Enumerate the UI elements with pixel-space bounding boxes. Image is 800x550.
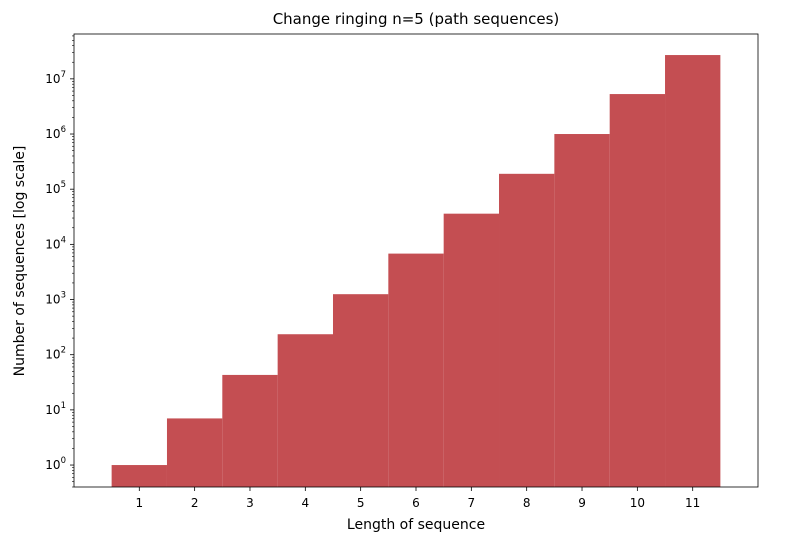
- y-tick-exponent: 0: [61, 456, 66, 466]
- y-tick-base: 10: [45, 182, 60, 196]
- x-tick-label-8: 8: [523, 496, 531, 510]
- y-tick-base: 10: [45, 458, 60, 472]
- y-tick-base: 10: [45, 348, 60, 362]
- y-tick-label-1e7: 107: [45, 70, 66, 86]
- x-axis-label: Length of sequence: [346, 517, 486, 533]
- y-tick-label-1e0: 100: [45, 456, 66, 472]
- bar-8: [499, 173, 555, 487]
- x-tick-label-10: 10: [630, 496, 645, 510]
- y-tick-exponent: 3: [61, 291, 66, 301]
- y-tick-base: 10: [45, 72, 60, 86]
- y-tick-exponent: 6: [61, 125, 66, 135]
- x-tick-label-3: 3: [246, 496, 254, 510]
- bar-2: [166, 418, 223, 487]
- x-tick-label-9: 9: [578, 496, 586, 510]
- x-tick-label-11: 11: [685, 496, 700, 510]
- y-tick-label-1e3: 103: [45, 291, 66, 307]
- y-tick-label-1e5: 105: [45, 180, 66, 196]
- chart-title: Change ringing n=5 (path sequences): [272, 10, 560, 28]
- x-tick-label-2: 2: [191, 496, 199, 510]
- y-tick-exponent: 1: [61, 401, 66, 411]
- bar-10: [609, 94, 666, 487]
- y-tick-exponent: 4: [61, 235, 66, 245]
- bar-5: [332, 294, 389, 487]
- bar-1: [111, 465, 167, 487]
- y-tick-base: 10: [45, 127, 60, 141]
- x-tick-label-5: 5: [357, 496, 365, 510]
- bar-6: [388, 253, 444, 487]
- y-tick-exponent: 2: [61, 346, 66, 356]
- y-tick-base: 10: [45, 293, 60, 307]
- y-tick-label-1e6: 106: [45, 125, 66, 141]
- y-tick-base: 10: [45, 237, 60, 251]
- y-tick-label-1e1: 101: [45, 401, 66, 417]
- bar-9: [554, 134, 610, 487]
- bar-4: [277, 334, 333, 487]
- y-tick-label-1e2: 102: [45, 346, 66, 362]
- bar-11: [665, 55, 721, 488]
- y-tick-label-1e4: 104: [45, 235, 66, 251]
- y-tick-exponent: 5: [61, 180, 66, 190]
- y-tick-base: 10: [45, 403, 60, 417]
- x-tick-label-6: 6: [412, 496, 420, 510]
- x-tick-label-1: 1: [135, 496, 143, 510]
- x-tick-label-4: 4: [302, 496, 310, 510]
- bar-3: [222, 374, 278, 487]
- x-tick-label-7: 7: [468, 496, 476, 510]
- y-tick-exponent: 7: [61, 70, 66, 80]
- bar-7: [443, 213, 500, 487]
